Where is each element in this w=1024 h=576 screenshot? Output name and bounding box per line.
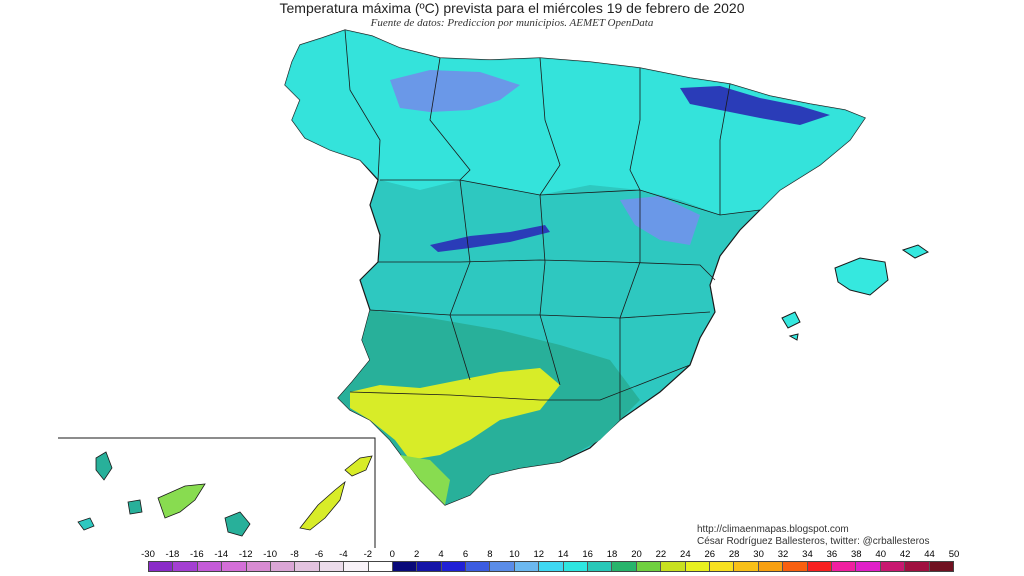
legend-swatch [149,562,174,571]
credits-blog: http://climaenmapas.blogspot.com [697,524,849,535]
legend-swatch [466,562,491,571]
mallorca [834,257,889,296]
legend-swatch [880,562,906,571]
credits: http://climaenmapas.blogspot.com César R… [697,524,929,548]
canary-inset-frame [58,437,376,548]
legend-label: -2 [363,549,373,560]
legend-swatch [246,562,271,571]
legend-swatch [441,562,467,571]
legend-swatch [685,562,710,571]
legend-swatch [661,562,686,571]
central-system-cold-zone [430,225,550,252]
legend-label: 34 [802,549,813,560]
legend-label: 16 [582,549,593,560]
formentera [788,333,799,341]
legend-swatch [636,562,662,571]
legend-label: 40 [875,549,887,560]
data-source-subtitle: Fuente de datos: Prediccion por municipi… [370,17,654,29]
map-title: Temperatura máxima (ºC) prevista para el… [279,0,745,16]
fuerteventura [299,480,346,531]
legend-swatch [539,562,564,571]
legend-label: 24 [680,549,691,560]
legend-label: -6 [314,549,324,560]
legend-label: -18 [165,549,180,560]
el-hierro [77,517,95,531]
legend-swatch [734,562,759,571]
legend-swatch [368,562,393,571]
legend-swatch [563,562,589,571]
credits-author: César Rodríguez Ballesteros, twitter: @c… [697,536,930,547]
cantabrian-cool-zone [390,70,520,112]
lanzarote [344,455,373,477]
legend-label: 18 [606,549,618,560]
legend-swatch [807,562,832,571]
legend-label: 42 [899,549,911,560]
ibiza [781,311,801,329]
legend-labels: -30 -18 -16 -14 -12 -10 -8 -6 -4 -2 0 2 4 6 8 10 12 14 16 1… [139,549,961,561]
legend-swatch [319,562,345,571]
legend-swatch [831,562,857,571]
legend-label: 4 [438,549,444,560]
province-borders [344,29,761,420]
legend-swatch [392,562,418,571]
gran-canaria [224,511,251,537]
legend-swatch [783,562,808,571]
legend-label: 36 [826,549,838,560]
legend-label: 20 [631,549,642,560]
legend-label: -10 [263,549,277,560]
la-gomera [127,499,143,515]
legend-label: 30 [753,549,764,560]
legend-label: -14 [214,549,229,560]
legend-label: -30 [141,549,155,560]
legend-swatch [222,562,247,571]
legend-swatch [417,562,442,571]
legend-swatch [929,562,953,571]
legend-swatch [588,562,613,571]
legend-swatch [197,562,223,571]
north-zone [285,30,865,215]
legend-swatch [905,562,930,571]
legend-label: 10 [509,549,520,560]
legend-swatch [344,562,369,571]
legend-label: 2 [414,549,420,560]
legend-swatch [856,562,881,571]
legend-label: -8 [290,549,299,560]
legend-swatch [709,562,735,571]
legend-label: 8 [487,549,493,560]
legend-swatch [612,562,637,571]
legend-swatch [758,562,784,571]
southwest-green-zone [400,455,450,505]
legend-swatch [490,562,515,571]
legend-label: 12 [533,549,545,560]
legend-label: -12 [238,549,253,560]
temperature-legend-bar [148,561,954,572]
legend-label: 28 [728,549,740,560]
la-palma [95,451,113,481]
canary-islands [77,451,373,537]
legend-label: 14 [557,549,569,560]
legend-label: 22 [655,549,667,560]
tenerife [157,483,206,519]
pyrenees-cold-zone [680,86,830,125]
legend-label: 38 [851,549,862,560]
legend-label: -16 [189,549,204,560]
legend-swatch [270,562,296,571]
legend-swatch [173,562,198,571]
legend-label: 26 [704,549,716,560]
legend-swatch [514,562,540,571]
guadalquivir-hot-zone [350,368,560,460]
legend-label: 0 [389,549,395,560]
legend-label: 44 [924,549,935,560]
menorca [901,244,929,259]
legend-label: 6 [462,549,469,560]
legend-label: 50 [948,549,960,560]
legend-swatch [295,562,320,571]
legend-label: 32 [777,549,789,560]
legend-label: -4 [339,549,348,560]
